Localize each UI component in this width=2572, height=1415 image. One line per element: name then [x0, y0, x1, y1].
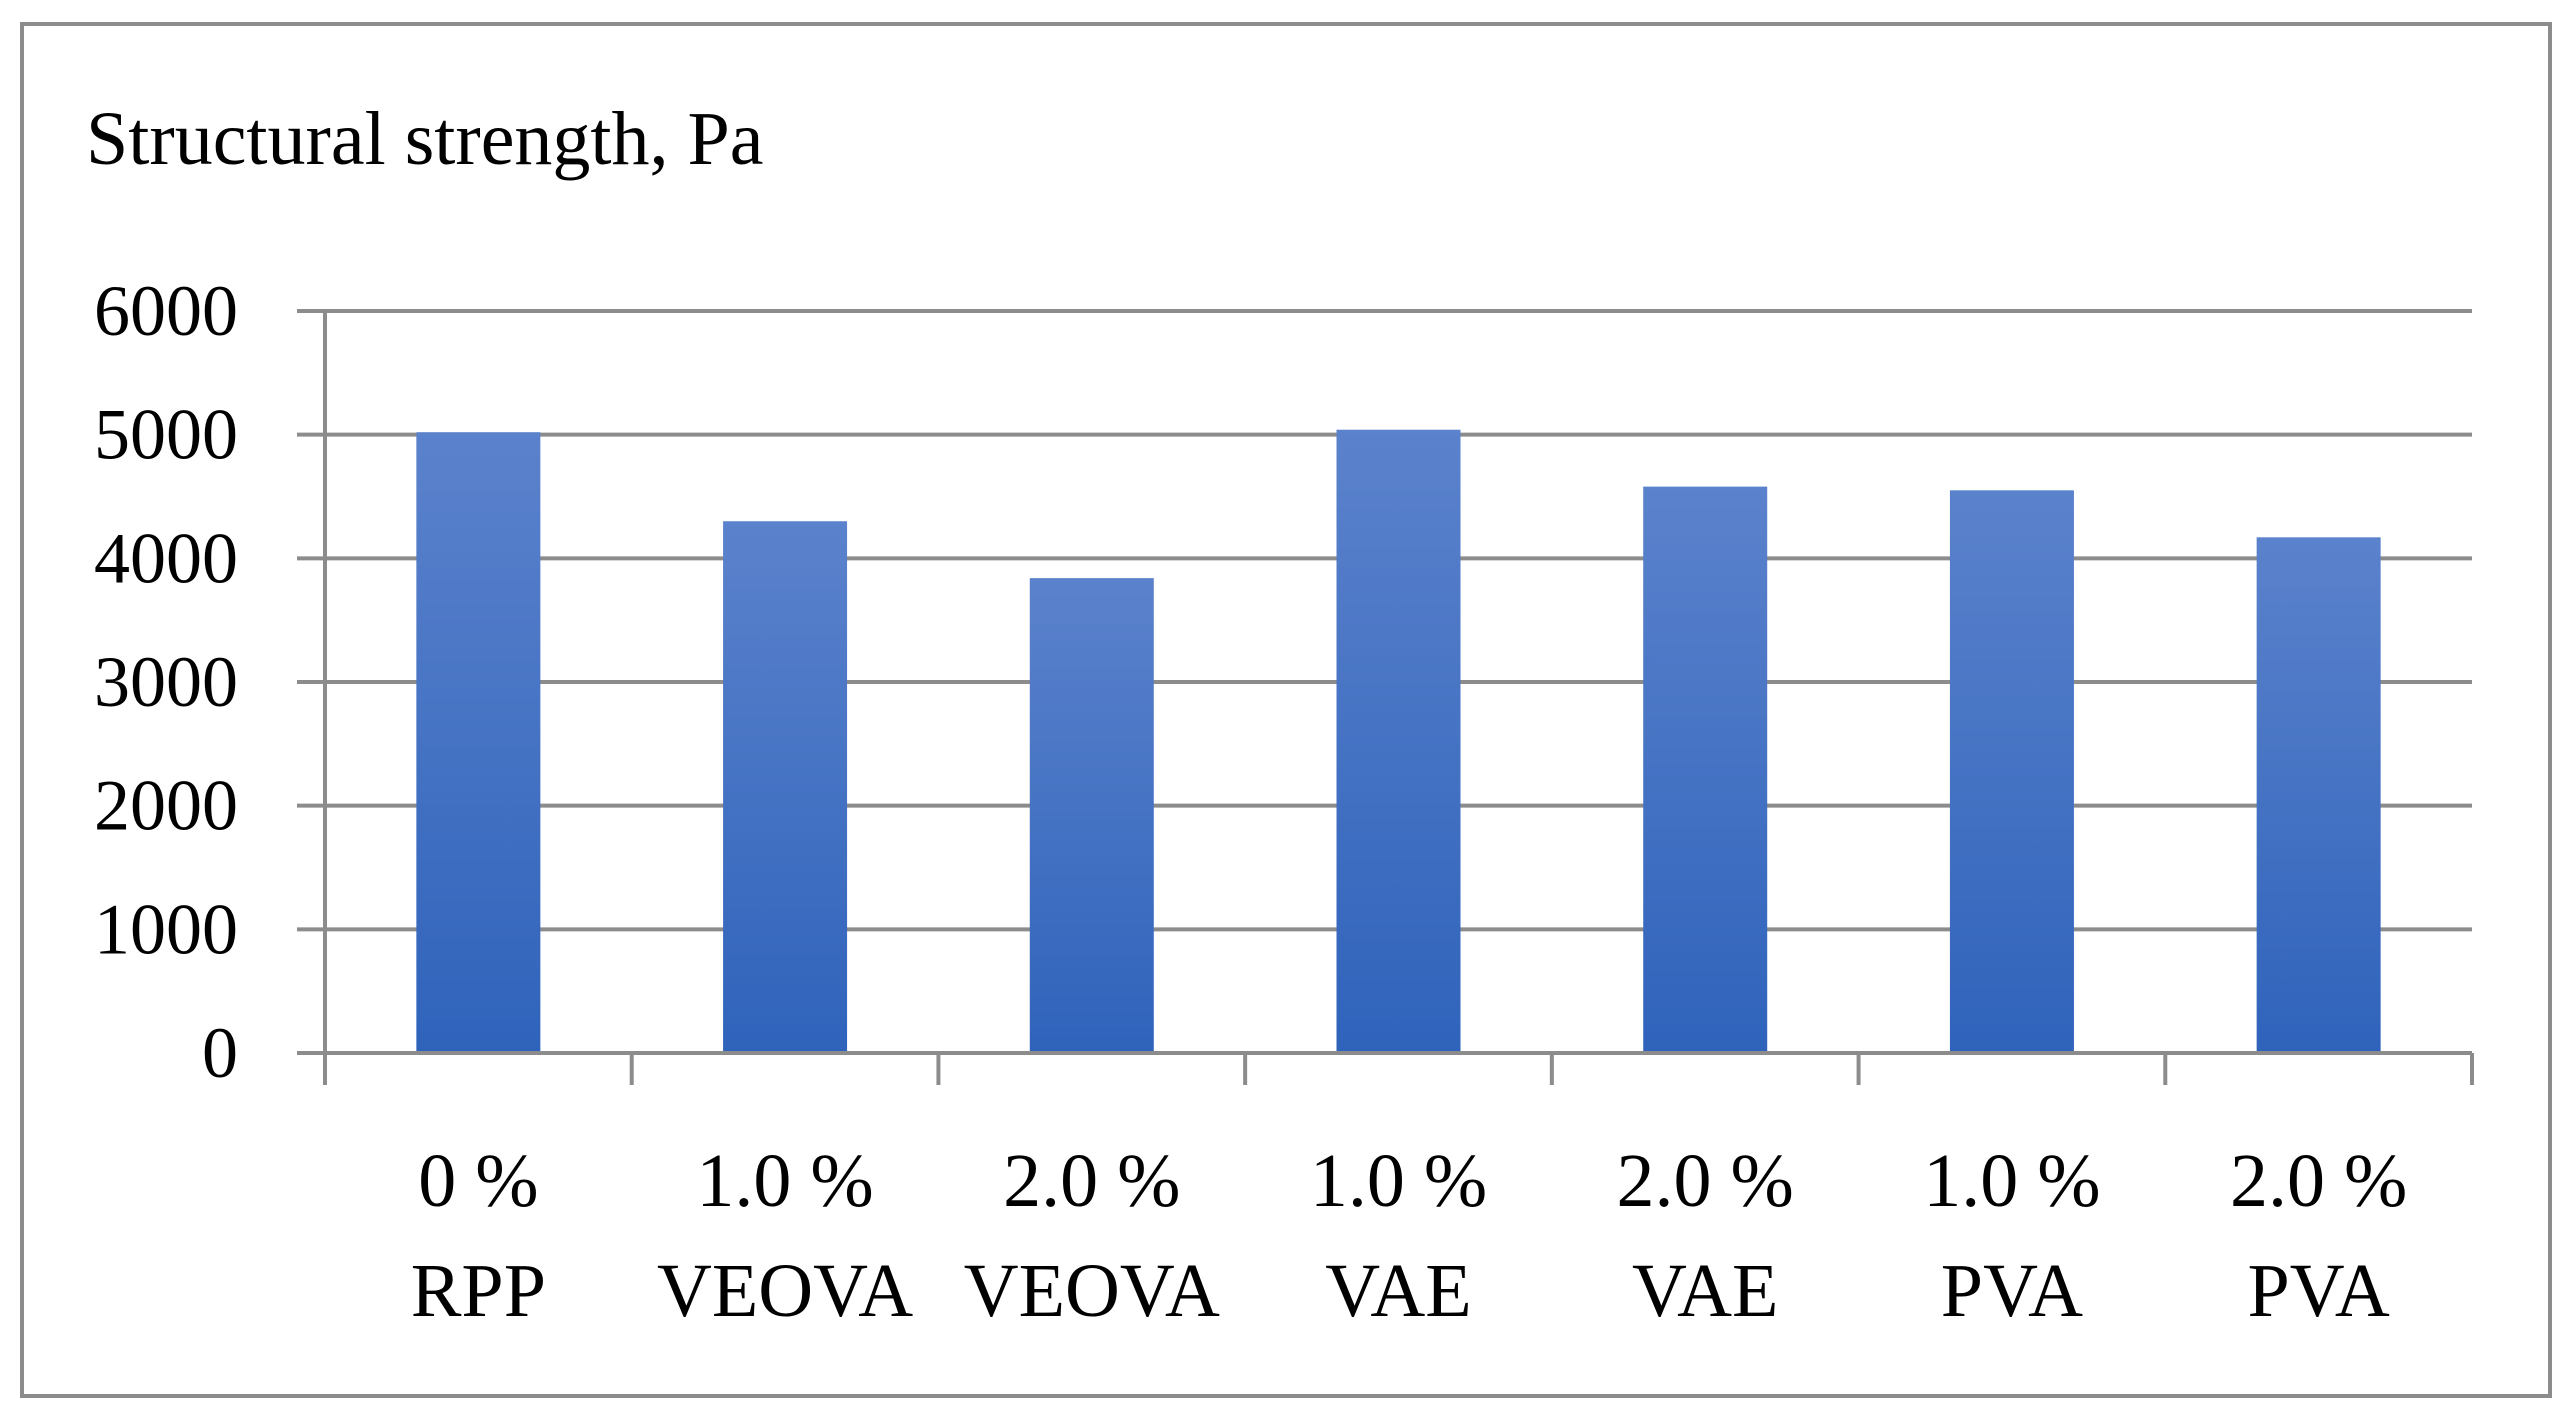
y-tick-label: 3000	[94, 642, 238, 722]
x-tick-label-line: VAE	[1325, 1249, 1471, 1333]
x-tick-label: 1.0 % VAE	[1310, 1139, 1487, 1333]
y-tick-label: 4000	[94, 518, 238, 598]
x-tick-label: 1.0 % VEOVA	[657, 1139, 913, 1333]
y-tick-label: 6000	[94, 271, 238, 351]
x-tick-label-line: 1.0 %	[1923, 1139, 2100, 1223]
y-tick-label: 5000	[94, 395, 238, 475]
chart-border	[20, 22, 2552, 1398]
x-tick-label-line: 2.0 %	[1003, 1139, 1180, 1223]
y-tick-label: 2000	[94, 766, 238, 846]
x-tick-label-line: 1.0 %	[1310, 1139, 1487, 1223]
x-tick-label: 1.0 % PVA	[1923, 1139, 2100, 1333]
x-tick-label-line: 2.0 %	[1617, 1139, 1794, 1223]
x-tick-label-line: 0 %	[418, 1139, 538, 1223]
x-tick-label-line: VAE	[1632, 1249, 1778, 1333]
x-tick-label: 0 % RPP	[411, 1139, 546, 1333]
x-tick-label: 2.0 % VEOVA	[964, 1139, 1220, 1333]
x-tick-label: 2.0 % PVA	[2230, 1139, 2407, 1333]
x-tick-label-line: VEOVA	[657, 1249, 913, 1333]
x-tick-label-line: VEOVA	[964, 1249, 1220, 1333]
y-tick-label: 0	[202, 1013, 238, 1093]
bar	[1029, 578, 1154, 1053]
bars	[416, 429, 2381, 1054]
y-tick-label: 1000	[94, 889, 238, 969]
x-tick-label-line: 1.0 %	[696, 1139, 873, 1223]
y-axis-ticks: 0 1000 2000 3000 4000 5000 6000	[94, 271, 238, 1093]
bar	[2256, 537, 2381, 1053]
bar	[723, 521, 848, 1053]
bar	[416, 432, 541, 1053]
x-tick-label-line: 2.0 %	[2230, 1139, 2407, 1223]
x-tick-label-line: PVA	[1941, 1249, 2083, 1333]
x-tick-label-line: RPP	[411, 1249, 546, 1333]
bar	[1949, 490, 2074, 1054]
bar	[1643, 486, 1768, 1053]
x-tick-label: 2.0 % VAE	[1617, 1139, 1794, 1333]
x-axis-labels: 0 % RPP 1.0 % VEOVA 2.0 % VEOVA 1.0 % VAE 2.0 % V…	[411, 1139, 2408, 1333]
chart-title: Structural strength, Pa	[86, 97, 764, 181]
bar	[1336, 429, 1461, 1054]
x-axis	[297, 1051, 2474, 1085]
x-tick-label-line: PVA	[2248, 1249, 2390, 1333]
